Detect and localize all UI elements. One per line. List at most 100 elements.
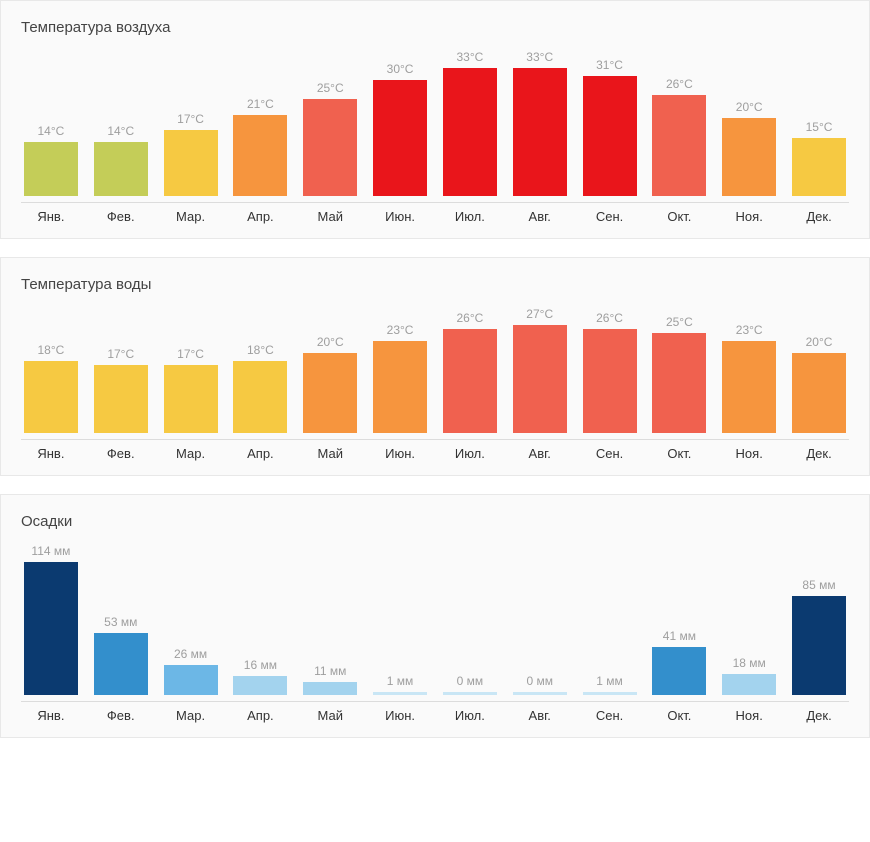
month-label: Окт. <box>649 708 709 723</box>
value-label: 18°C <box>38 343 65 357</box>
chart-column: 114 мм <box>21 544 81 695</box>
month-label: Окт. <box>649 209 709 224</box>
month-label: Май <box>300 708 360 723</box>
month-label: Июн. <box>370 708 430 723</box>
chart-bar <box>303 353 357 433</box>
chart-bar <box>233 115 287 196</box>
chart-bar <box>792 138 846 196</box>
air-temperature-panel: Температура воздуха 14°C 14°C 17°C 21°C 25°C… <box>0 0 870 239</box>
month-label: Янв. <box>21 209 81 224</box>
chart-column: 14°C <box>91 124 151 196</box>
value-label: 14°C <box>107 124 134 138</box>
chart-divider <box>21 202 849 203</box>
value-label: 11 мм <box>314 664 346 678</box>
chart-bar <box>583 329 637 433</box>
chart-bar <box>652 647 706 695</box>
chart-bar <box>583 76 637 196</box>
value-label: 1 мм <box>387 674 414 688</box>
chart-bar <box>24 562 78 695</box>
month-labels: Янв.Фев.Мар.Апр.МайИюн.Июл.Авг.Сен.Окт.Н… <box>21 708 849 723</box>
chart-column: 21°C <box>230 97 290 196</box>
chart-column: 17°C <box>161 112 221 196</box>
chart-column: 33°C <box>440 50 500 196</box>
chart-bar <box>513 692 567 695</box>
month-label: Мар. <box>161 446 221 461</box>
chart-bar <box>233 676 287 695</box>
chart-divider <box>21 701 849 702</box>
chart-bar <box>443 692 497 695</box>
chart-bar <box>722 118 776 196</box>
chart-column: 20°C <box>300 335 360 433</box>
month-label: Фев. <box>91 209 151 224</box>
chart-bar <box>583 692 637 695</box>
chart-bar <box>303 682 357 695</box>
panel-title: Температура воздуха <box>21 19 849 36</box>
chart-bar <box>373 80 427 196</box>
chart-bar <box>94 633 148 695</box>
month-label: Июн. <box>370 209 430 224</box>
value-label: 33°C <box>526 50 553 64</box>
chart-column: 26 мм <box>161 647 221 695</box>
chart-bar <box>94 365 148 433</box>
chart-column: 18 мм <box>719 656 779 695</box>
month-label: Ноя. <box>719 209 779 224</box>
value-label: 20°C <box>806 335 833 349</box>
chart-bar <box>792 596 846 695</box>
value-label: 53 мм <box>104 615 137 629</box>
chart-bar <box>164 130 218 196</box>
value-label: 0 мм <box>526 674 553 688</box>
water-temperature-panel: Температура воды 18°C17°C17°C18°C20°C23°… <box>0 257 870 476</box>
month-label: Авг. <box>510 446 570 461</box>
chart-bar <box>164 365 218 433</box>
chart-column: 85 мм <box>789 578 849 695</box>
air-temperature-chart: 14°C14°C17°C21°C25°C30°C33°C33°C31°C26°C… <box>21 46 849 196</box>
chart-bar <box>513 325 567 433</box>
water-temperature-chart: 18°C17°C17°C18°C20°C23°C26°C27°C26°C25°C… <box>21 303 849 433</box>
chart-column: 0 мм <box>510 674 570 695</box>
month-label: Мар. <box>161 708 221 723</box>
chart-column: 15°C <box>789 120 849 196</box>
month-label: Авг. <box>510 708 570 723</box>
chart-bar <box>513 68 567 196</box>
chart-column: 1 мм <box>580 674 640 695</box>
chart-column: 27°C <box>510 307 570 433</box>
value-label: 25°C <box>317 81 344 95</box>
chart-bar <box>24 142 78 196</box>
chart-bar <box>443 329 497 433</box>
value-label: 14°C <box>38 124 65 138</box>
panel-title: Осадки <box>21 513 849 530</box>
chart-bar <box>303 99 357 196</box>
value-label: 26 мм <box>174 647 207 661</box>
month-label: Дек. <box>789 209 849 224</box>
value-label: 17°C <box>177 112 204 126</box>
chart-column: 25°C <box>649 315 709 433</box>
value-label: 15°C <box>806 120 833 134</box>
value-label: 23°C <box>736 323 763 337</box>
month-label: Май <box>300 446 360 461</box>
month-label: Янв. <box>21 708 81 723</box>
value-label: 41 мм <box>663 629 696 643</box>
chart-column: 23°C <box>370 323 430 433</box>
value-label: 21°C <box>247 97 274 111</box>
month-label: Сен. <box>580 446 640 461</box>
value-label: 17°C <box>107 347 134 361</box>
month-label: Дек. <box>789 446 849 461</box>
month-label: Июл. <box>440 708 500 723</box>
value-label: 30°C <box>387 62 414 76</box>
chart-bar <box>443 68 497 196</box>
month-label: Авг. <box>510 209 570 224</box>
value-label: 114 мм <box>31 544 70 558</box>
month-label: Мар. <box>161 209 221 224</box>
month-label: Сен. <box>580 708 640 723</box>
value-label: 0 мм <box>457 674 484 688</box>
precipitation-panel: Осадки 114 мм53 мм26 мм16 мм11 мм1 мм0 м… <box>0 494 870 738</box>
month-label: Июл. <box>440 446 500 461</box>
panel-title: Температура воды <box>21 276 849 293</box>
value-label: 27°C <box>526 307 553 321</box>
chart-column: 26°C <box>440 311 500 433</box>
chart-column: 30°C <box>370 62 430 196</box>
chart-bar <box>373 341 427 433</box>
value-label: 25°C <box>666 315 693 329</box>
month-label: Ноя. <box>719 446 779 461</box>
chart-bar <box>24 361 78 433</box>
